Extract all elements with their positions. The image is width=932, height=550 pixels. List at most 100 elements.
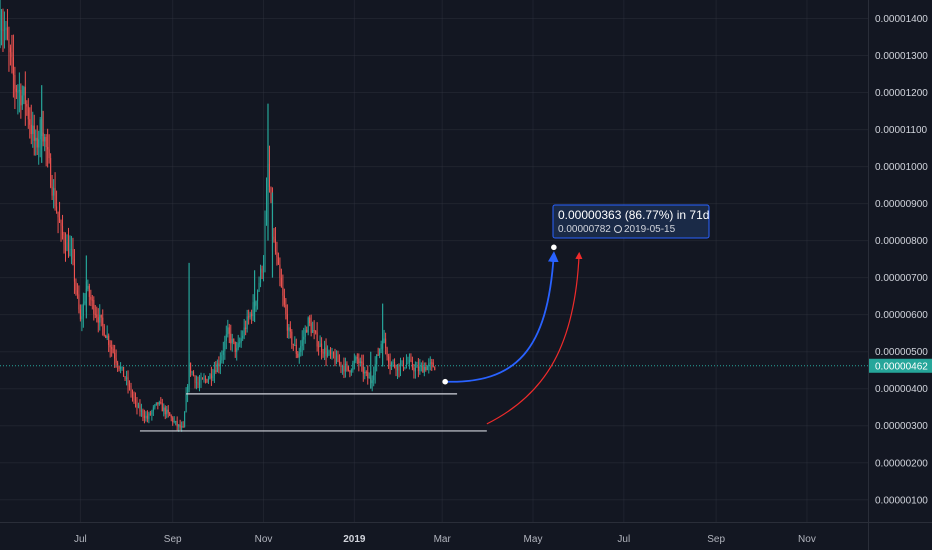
candle-body [42,132,44,142]
candle-body [243,327,245,336]
candle-body [8,38,10,48]
callout-target-price: 0.00000782 [558,224,611,235]
candle-body [216,363,218,373]
current-price-tag [869,358,932,373]
candle-body [97,317,99,323]
candle-body [0,29,3,31]
candle-body [207,379,209,383]
candle-body [283,295,285,305]
candle-body [295,344,297,354]
candle-body [292,344,294,346]
candle-body [142,410,144,416]
candle-body [130,386,132,394]
candle-body [327,352,329,357]
candle-body [361,361,363,364]
candle-body [282,287,284,296]
candle-body [84,301,86,304]
candle-body [164,407,166,415]
candle-body [265,189,268,224]
candle-body [115,358,117,363]
candle-body [257,290,259,302]
candle-body [175,421,177,423]
candle-body [419,366,421,372]
candle-body [134,398,137,401]
candle-body [94,313,96,315]
candle-body [39,119,41,140]
projection-start-point[interactable] [442,378,448,385]
candle-body [17,91,19,93]
candle-body [124,376,126,379]
candle-body [391,362,393,367]
y-tick-label: 0.00000700 [875,273,928,284]
candle-body [374,364,376,376]
projection-arrow-blue[interactable] [445,251,559,383]
candle-body [151,411,153,415]
candle-body [102,317,104,326]
candle-body [325,347,327,357]
candle-body [364,371,366,374]
candle-body [20,89,22,106]
clock-icon [614,225,622,233]
candle-body [108,335,110,345]
candle-body [405,363,407,368]
candle-body [398,364,400,371]
projection-arrow-red[interactable] [486,251,583,425]
candle-body [11,52,13,58]
candle-body [416,366,418,368]
candle-body [304,329,306,337]
candle-body [76,290,78,295]
candle-body [51,186,53,196]
candle-body [99,314,101,323]
candle-body [193,372,195,376]
candle-body [190,362,192,373]
candle-body [166,409,168,415]
projection-end-point[interactable] [551,244,557,251]
candle-body [233,338,235,342]
candle-body [371,380,373,384]
candle-body [112,348,114,353]
candle-body [23,87,25,96]
candle-body [353,360,355,364]
projection-callout-box [552,204,710,239]
candle-body [307,317,309,333]
candle-body [73,259,75,282]
candle-body [368,377,370,379]
candle-body [274,238,276,252]
candle-body [332,352,335,357]
candle-body [386,347,388,357]
candle-body [60,222,62,226]
candle-body [261,268,263,273]
candle-body [334,356,336,363]
candle-body [277,256,279,265]
candle-body [75,281,77,291]
candle-body [194,375,196,384]
candle-body [79,309,81,320]
candle-body [15,88,17,92]
candle-body [182,426,184,428]
candle-body [242,335,244,339]
candle-body [389,362,391,367]
candle-body [27,106,29,120]
candle-body [349,370,351,373]
candle-body [422,365,424,373]
candle-body [47,146,49,150]
candle-body [143,415,145,419]
candle-body [273,236,275,239]
candle-body [179,424,181,428]
candle-body [268,163,271,188]
x-tick-label: May [524,534,543,545]
candle-body [176,421,178,427]
candle-body [103,325,105,336]
candle-body [318,346,320,348]
candle-body [240,338,242,343]
candle-body [57,211,59,218]
candle-body [44,137,46,142]
candle-body [343,365,345,372]
candle-body [167,409,169,413]
candle-body [395,366,397,371]
candle-body [218,363,220,367]
candle-body [69,249,71,256]
y-tick-label: 0.00001200 [875,88,928,99]
candle-body [201,378,204,380]
